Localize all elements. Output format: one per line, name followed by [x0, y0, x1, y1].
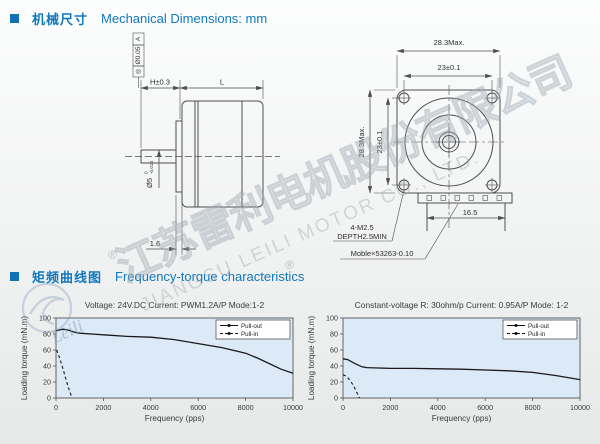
svg-text:Ø5: Ø5	[145, 178, 154, 188]
dim-flange-width: 28.3Max.	[434, 38, 465, 47]
dim-hole-span-h: 23±0.1	[438, 63, 461, 72]
series-pull-out	[342, 358, 581, 381]
tolerance-symbol-icon: ◎	[135, 68, 142, 74]
legend-label: Pull-out	[528, 323, 549, 330]
y-tick-label: 60	[330, 346, 338, 355]
screw-holes	[397, 91, 499, 192]
x-tick-label: 10000	[283, 403, 303, 412]
dim-shaft-diameter: Ø5 0 -0.013	[144, 161, 155, 188]
legend-label: Pull-in	[241, 331, 259, 338]
x-tick-label: 0	[341, 403, 345, 412]
chart-title: Voltage: 24V.DC Current: PWM1.2A/P Mode:…	[85, 300, 265, 310]
y-tick-label: 100	[326, 314, 338, 323]
legend-box	[215, 319, 291, 340]
x-axis-label: Frequency (pps)	[145, 414, 205, 423]
dim-shaft-length: H±0.3	[150, 78, 170, 87]
y-tick-label: 100	[39, 314, 51, 323]
x-tick-label: 4000	[143, 403, 159, 412]
legend-label: Pull-in	[528, 331, 546, 338]
chart-right: Constant-voltage R: 30ohm/p Current: 0.9…	[305, 292, 595, 442]
y-axis-label: Loading torque (mN.m)	[20, 316, 29, 400]
x-axis-label: Frequency (pps)	[432, 414, 492, 423]
section-bullet-icon	[10, 272, 19, 281]
frequency-torque-header: 矩频曲线图 Frequency-torque characteristics	[10, 267, 304, 286]
series-pull-in	[342, 374, 361, 399]
dim-flange-height: 28.3Max.	[357, 127, 366, 158]
front-view-drawing: 28.3Max. 23±0.1 28.3Max. 23±0.1 16.5	[333, 38, 513, 260]
x-tick-label: 2000	[95, 403, 111, 412]
mechanical-dimensions-header: 机械尺寸 Mechanical Dimensions: mm	[10, 9, 267, 28]
y-tick-label: 40	[330, 362, 338, 371]
legend-label: Pull-out	[241, 323, 262, 330]
svg-text:-0.013: -0.013	[149, 161, 154, 174]
screw-callout-line2: DEPTH2.5MIN	[337, 232, 387, 241]
section-title-en: Frequency-torque characteristics	[115, 269, 305, 284]
y-tick-label: 20	[43, 378, 51, 387]
chart-left: Voltage: 24V.DC Current: PWM1.2A/P Mode:…	[18, 292, 308, 442]
dim-hole-span-v: 23±0.1	[375, 131, 384, 154]
x-tick-label: 8000	[238, 403, 254, 412]
dim-flange-thickness: 1.6	[150, 239, 160, 248]
y-axis-label: Loading torque (mN.m)	[307, 316, 316, 400]
y-tick-label: 0	[47, 394, 51, 403]
tolerance-value: Ø0.05	[135, 46, 142, 64]
x-tick-label: 2000	[382, 403, 398, 412]
chart-title: Constant-voltage R: 30ohm/p Current: 0.9…	[355, 300, 569, 310]
side-view-drawing: A Ø0.05 ◎ H±0.3 L Ø5 0 -0.013 1.6	[125, 32, 280, 255]
y-tick-label: 80	[43, 330, 51, 339]
y-tick-label: 40	[43, 362, 51, 371]
section-title-en: Mechanical Dimensions: mm	[101, 11, 268, 26]
connector-callout: Moble×53263-0.10	[351, 249, 414, 258]
y-tick-label: 60	[43, 346, 51, 355]
legend-box	[502, 319, 578, 340]
series-pull-out	[55, 328, 294, 374]
x-tick-label: 4000	[430, 403, 446, 412]
motor-body	[181, 100, 264, 208]
section-title-cn: 矩频曲线图	[32, 270, 103, 285]
tolerance-datum: A	[135, 36, 142, 41]
flange-outline	[396, 89, 501, 194]
screw-callout-line1: 4-M2.5	[350, 223, 373, 232]
section-bullet-icon	[10, 14, 19, 23]
y-tick-label: 20	[330, 378, 338, 387]
x-tick-label: 10000	[570, 403, 590, 412]
x-tick-label: 6000	[477, 403, 493, 412]
svg-text:0: 0	[144, 171, 149, 174]
tolerance-frame: A Ø0.05 ◎	[132, 32, 145, 88]
series-pull-in	[56, 349, 73, 399]
x-tick-label: 0	[54, 403, 58, 412]
y-tick-label: 80	[330, 330, 338, 339]
dim-body-length: L	[220, 78, 224, 87]
dim-connector-width: 16.5	[463, 208, 478, 217]
x-tick-label: 8000	[525, 403, 541, 412]
y-tick-label: 0	[334, 394, 338, 403]
section-title-cn: 机械尺寸	[32, 12, 89, 27]
x-tick-label: 6000	[190, 403, 206, 412]
